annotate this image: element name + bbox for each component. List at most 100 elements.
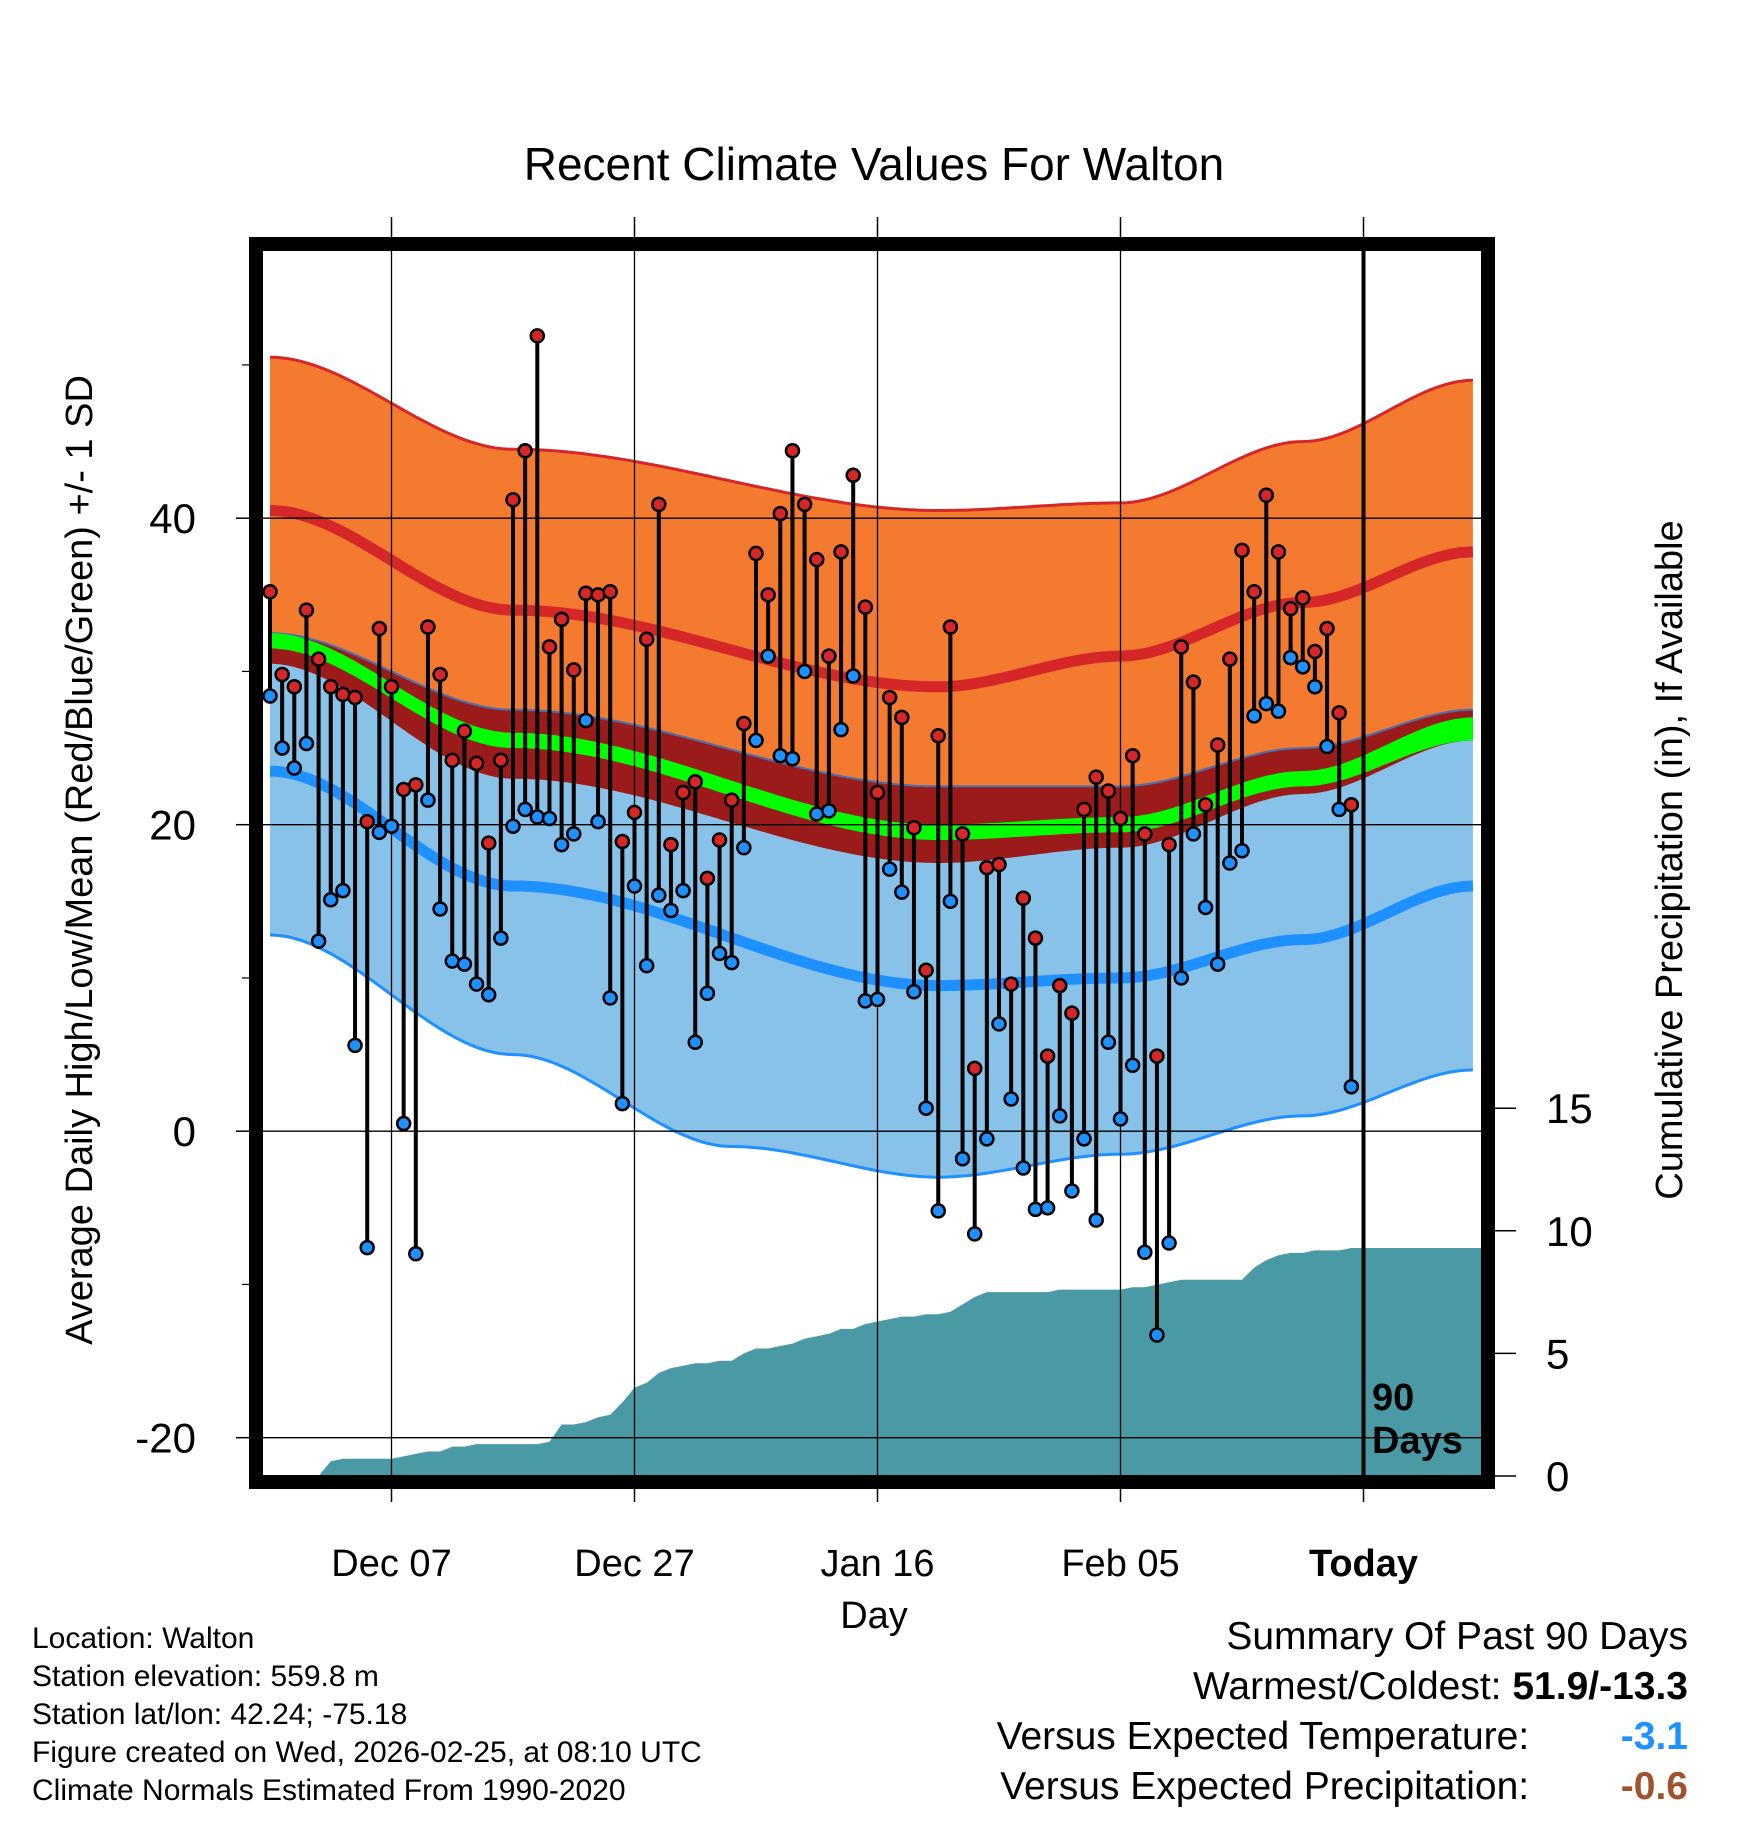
daily-low-marker bbox=[833, 721, 849, 738]
daily-low-marker bbox=[614, 1095, 631, 1112]
daily-high-marker bbox=[1343, 797, 1360, 813]
daily-high-marker bbox=[493, 752, 509, 769]
location-line: Location: Walton bbox=[32, 1622, 255, 1655]
daily-low-marker bbox=[991, 1016, 1007, 1032]
daily-high-marker bbox=[748, 545, 764, 562]
low-temp-lower-line bbox=[269, 933, 1473, 1179]
daily-low-marker bbox=[1173, 970, 1189, 986]
daily-low-marker bbox=[1319, 738, 1335, 755]
chart-title: Recent Climate Values For Walton bbox=[524, 138, 1225, 190]
daily-high-marker bbox=[772, 505, 789, 522]
daily-low-marker bbox=[1282, 649, 1299, 666]
daily-low-marker bbox=[881, 861, 898, 877]
mean-band-edge bbox=[269, 632, 1473, 788]
daily-high-marker bbox=[602, 583, 618, 600]
daily-low-marker bbox=[1234, 842, 1250, 859]
daily-high-marker bbox=[383, 679, 400, 695]
daily-low-marker bbox=[335, 882, 351, 899]
y-tick-label-left: 20 bbox=[149, 802, 196, 849]
daily-high-marker bbox=[444, 752, 460, 769]
daily-high-marker bbox=[1112, 810, 1129, 827]
daily-low-marker bbox=[1149, 1327, 1165, 1343]
daily-high-marker bbox=[1052, 977, 1068, 994]
cumulative-precipitation bbox=[270, 1248, 1482, 1476]
daily-high-marker bbox=[468, 755, 485, 772]
latlon-line: Station lat/lon: 42.24; -75.18 bbox=[32, 1698, 408, 1731]
daily-low-marker bbox=[906, 983, 922, 1000]
daily-high-marker bbox=[638, 631, 655, 648]
daily-high-marker bbox=[918, 962, 934, 979]
elevation-line: Station elevation: 559.8 m bbox=[32, 1660, 379, 1693]
daily-low-marker bbox=[517, 801, 533, 818]
y-axis-label-right: Cumulative Precipitation (in), If Availa… bbox=[1649, 520, 1691, 1199]
daily-temperature-ranges bbox=[262, 250, 1366, 1476]
daily-low-marker bbox=[918, 1100, 934, 1116]
daily-low-marker bbox=[663, 902, 679, 919]
daily-low-marker bbox=[1088, 1212, 1104, 1228]
precip-value: -0.6 bbox=[1620, 1765, 1688, 1808]
x-tick-label: Jan 16 bbox=[820, 1543, 934, 1585]
daily-high-marker bbox=[371, 620, 388, 637]
daily-high-marker bbox=[1161, 836, 1177, 853]
daily-low-marker bbox=[310, 933, 327, 949]
daily-low-marker bbox=[468, 976, 485, 992]
daily-low-marker bbox=[784, 751, 801, 767]
daily-low-marker bbox=[286, 760, 303, 776]
daily-high-marker bbox=[323, 679, 339, 695]
daily-low-marker bbox=[1209, 956, 1226, 972]
station-info: Location: Walton Station elevation: 559.… bbox=[32, 1620, 702, 1810]
daily-low-marker bbox=[420, 792, 436, 808]
daily-low-marker bbox=[359, 1239, 375, 1256]
daily-low-marker bbox=[675, 882, 691, 899]
daily-low-marker bbox=[1052, 1108, 1068, 1124]
daily-high-marker bbox=[894, 709, 910, 726]
daily-low-marker bbox=[371, 824, 388, 841]
temp-row: Versus Expected Temperature: -3.1 bbox=[997, 1712, 1688, 1762]
y-axis-label-left: Average Daily High/Low/Mean (Red/Blue/Gr… bbox=[59, 375, 101, 1345]
daily-high-marker bbox=[480, 835, 497, 851]
daily-low-marker bbox=[262, 688, 278, 704]
daily-low-marker bbox=[966, 1226, 983, 1242]
mean-temp-line bbox=[270, 633, 1473, 840]
daily-high-marker bbox=[1331, 705, 1347, 721]
precip-row: Versus Expected Precipitation: -0.6 bbox=[997, 1762, 1688, 1812]
normal-high-line bbox=[269, 505, 1474, 693]
daily-low-marker bbox=[1027, 1201, 1044, 1218]
daily-high-marker bbox=[1149, 1048, 1165, 1064]
daily-low-marker bbox=[1124, 1057, 1141, 1074]
daily-high-marker bbox=[1173, 639, 1189, 655]
created-line: Figure created on Wed, 2026-02-25, at 08… bbox=[32, 1736, 702, 1769]
daily-low-marker bbox=[748, 732, 764, 749]
daily-high-marker bbox=[359, 813, 375, 830]
daily-low-marker bbox=[590, 813, 606, 830]
daily-high-marker bbox=[942, 619, 959, 635]
daily-high-marker bbox=[1124, 747, 1141, 764]
daily-low-marker bbox=[796, 663, 813, 680]
daily-low-marker bbox=[736, 839, 752, 856]
warmest-coldest-row: Warmest/Coldest: 51.9/-13.3 bbox=[997, 1662, 1688, 1712]
daily-high-marker bbox=[1234, 542, 1250, 559]
daily-high-marker bbox=[1270, 544, 1287, 560]
daily-high-marker bbox=[1258, 487, 1275, 503]
daily-low-marker bbox=[456, 956, 473, 972]
daily-high-marker bbox=[347, 689, 363, 706]
daily-high-marker bbox=[456, 723, 473, 739]
daily-low-marker bbox=[821, 803, 837, 819]
daily-low-marker bbox=[942, 893, 959, 910]
daily-low-marker bbox=[505, 818, 521, 834]
daily-high-marker bbox=[809, 551, 825, 568]
daily-high-marker bbox=[262, 583, 278, 600]
daily-high-marker bbox=[614, 833, 631, 850]
daily-high-marker bbox=[626, 804, 643, 821]
daily-high-marker bbox=[578, 585, 594, 602]
daily-low-marker bbox=[553, 836, 570, 853]
daily-high-marker bbox=[760, 587, 776, 603]
daily-low-marker bbox=[1343, 1078, 1360, 1095]
daily-high-marker bbox=[1185, 674, 1202, 690]
daily-high-marker bbox=[553, 611, 570, 628]
daily-low-marker bbox=[699, 985, 716, 1002]
daily-high-marker bbox=[1088, 769, 1104, 785]
daily-low-marker bbox=[493, 930, 509, 946]
daily-low-marker bbox=[1064, 1183, 1080, 1199]
daily-high-marker bbox=[408, 777, 424, 793]
